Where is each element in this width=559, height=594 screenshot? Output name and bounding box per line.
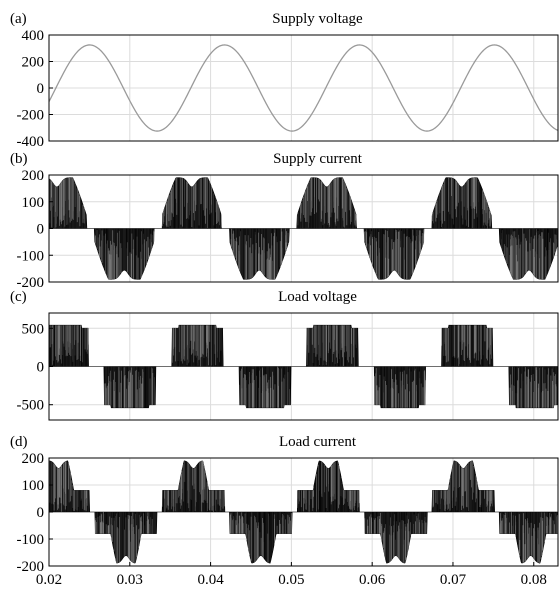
- x-tick-label: 0.04: [197, 572, 224, 588]
- x-tick-label: 0.03: [117, 572, 143, 588]
- x-tick-label: 0.07: [440, 572, 467, 588]
- y-tick-label: 0: [37, 222, 45, 238]
- y-tick-label: -100: [17, 248, 45, 264]
- x-tick-label: 0.06: [359, 572, 386, 588]
- series-group: [49, 460, 558, 564]
- panel-4: 200 100 0 -100 -200 (d) Load current 0.02 0.03 0.…: [10, 434, 559, 588]
- panel-title: Supply voltage: [272, 11, 363, 27]
- panel-title: Load voltage: [278, 289, 357, 305]
- y-tick-label: -400: [17, 134, 45, 150]
- panel-label: (d): [10, 434, 28, 450]
- y-tick-label: -500: [17, 398, 45, 414]
- x-tick-label: 0.05: [278, 572, 304, 588]
- x-tick-label: 0.02: [36, 572, 62, 588]
- y-tick-label: 0: [37, 81, 45, 97]
- panel-1: 400 200 0 -200 -400 (a) Supply voltage: [10, 11, 559, 150]
- y-tick-label: -100: [17, 532, 45, 548]
- panel-label: (b): [10, 151, 28, 167]
- series-group: [49, 44, 558, 132]
- panel-label: (a): [10, 11, 27, 27]
- series-line: [49, 44, 558, 132]
- switching-texture-dark: [49, 460, 556, 564]
- y-tick-label: -200: [17, 108, 45, 124]
- y-tick-label: -200: [17, 275, 45, 291]
- y-tick-label: 200: [22, 55, 45, 71]
- y-tick-label: 100: [22, 478, 45, 494]
- y-tick-label: 0: [37, 505, 45, 521]
- panel-label: (c): [10, 289, 27, 305]
- y-tick-label: 500: [22, 321, 45, 337]
- switching-texture-dark: [49, 177, 556, 280]
- panel-title: Supply current: [273, 151, 363, 167]
- y-tick-label: 0: [37, 360, 45, 376]
- y-tick-label: 200: [22, 451, 45, 467]
- panel-3: 500 0 -500 (c) Load voltage: [10, 289, 559, 421]
- panel-title: Load current: [279, 434, 357, 450]
- series-group: [49, 324, 558, 409]
- y-tick-label: 200: [22, 168, 45, 184]
- y-tick-label: -200: [17, 559, 45, 575]
- x-tick-label: 0.08: [521, 572, 547, 588]
- y-tick-label: 400: [22, 28, 45, 44]
- panel-2: 200 100 0 -100 -200 (b) Supply current: [10, 151, 559, 291]
- y-tick-label: 100: [22, 195, 45, 211]
